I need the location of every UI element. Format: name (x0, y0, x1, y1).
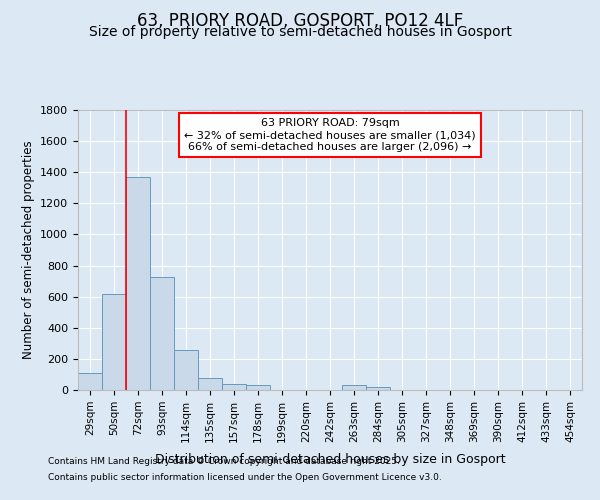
Text: 63, PRIORY ROAD, GOSPORT, PO12 4LF: 63, PRIORY ROAD, GOSPORT, PO12 4LF (137, 12, 463, 30)
X-axis label: Distribution of semi-detached houses by size in Gosport: Distribution of semi-detached houses by … (155, 453, 505, 466)
Text: Contains HM Land Registry data © Crown copyright and database right 2025.: Contains HM Land Registry data © Crown c… (48, 458, 400, 466)
Y-axis label: Number of semi-detached properties: Number of semi-detached properties (22, 140, 35, 360)
Bar (366, 387, 390, 390)
Text: Contains public sector information licensed under the Open Government Licence v3: Contains public sector information licen… (48, 472, 442, 482)
Bar (198, 378, 222, 390)
Bar (342, 386, 366, 390)
Bar (246, 386, 270, 390)
Bar (102, 294, 126, 390)
Text: 63 PRIORY ROAD: 79sqm
← 32% of semi-detached houses are smaller (1,034)
66% of s: 63 PRIORY ROAD: 79sqm ← 32% of semi-deta… (184, 118, 476, 152)
Bar (174, 350, 198, 390)
Bar (78, 373, 102, 390)
Bar (126, 177, 150, 390)
Text: Size of property relative to semi-detached houses in Gosport: Size of property relative to semi-detach… (89, 25, 511, 39)
Bar (150, 277, 174, 390)
Bar (222, 384, 246, 390)
